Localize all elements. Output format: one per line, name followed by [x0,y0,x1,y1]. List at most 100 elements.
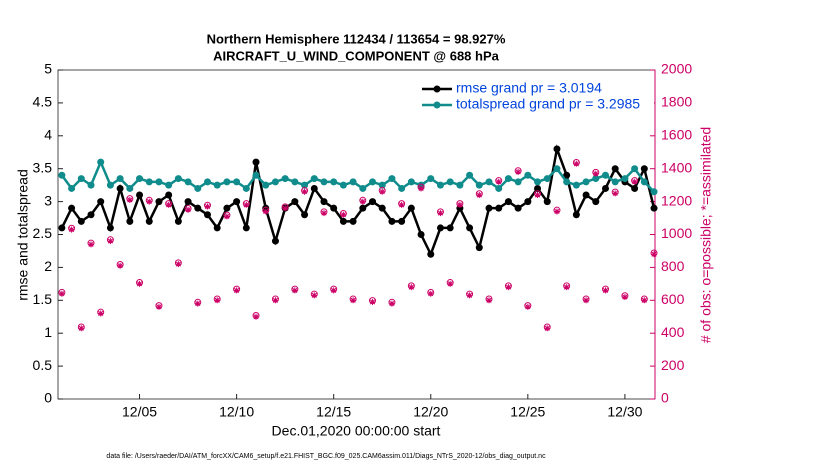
obs-assimilated [155,303,162,310]
point [553,165,561,173]
point [310,175,318,183]
y-tick-label: 1.5 [33,291,53,307]
point [58,224,66,232]
point [87,211,95,219]
point [378,204,386,212]
obs-assimilated [253,313,260,320]
point [194,184,202,192]
y2-tick-label: 200 [661,357,685,373]
legend-box [418,78,654,116]
obs-assimilated [223,213,230,220]
y2-tick-label: 1600 [661,127,692,143]
obs-assimilated [524,303,531,310]
point [203,178,211,186]
point [495,204,503,212]
chart-title: Northern Hemisphere 112434 / 113654 = 98… [207,31,506,46]
point [631,184,639,192]
point [223,204,231,212]
point [126,184,134,192]
y-tick-label: 3 [44,192,52,208]
point [572,181,580,189]
obs-assimilated [194,300,201,307]
point [485,204,493,212]
obs-assimilated [291,287,298,294]
y-tick-label: 2.5 [33,225,53,241]
point [145,178,153,186]
point [174,175,182,183]
x-tick-label: 12/10 [219,404,254,420]
obs-assimilated [340,211,347,218]
obs-assimilated [573,160,580,167]
point [97,198,105,206]
point [359,184,367,192]
point [233,178,241,186]
obs-assimilated [583,297,590,304]
obs-assimilated [398,201,405,208]
point [524,198,532,206]
point [563,171,571,179]
x-tick-label: 12/25 [510,404,545,420]
y2-tick-label: 1800 [661,94,692,110]
point [640,178,648,186]
obs-assimilated [272,297,279,304]
obs-assimilated [78,325,85,332]
point [262,181,270,189]
point [592,175,600,183]
x-tick-label: 12/15 [316,404,351,420]
obs-assimilated [515,168,522,175]
point [456,181,464,189]
point [301,181,309,189]
obs-assimilated [359,198,366,205]
point [466,224,474,232]
point [68,204,76,212]
point [68,184,76,192]
obs-assimilated [88,241,95,248]
obs-assimilated [621,294,628,301]
footnote: data file: /Users/raeder/DAI/ATM_forcXX/… [106,453,546,460]
plot-frame [57,69,656,400]
obs-assimilated [117,262,124,269]
obs-assimilated [369,298,376,305]
obs-assimilated [379,188,386,195]
point [553,145,561,153]
point [116,175,124,183]
obs-assimilated [388,300,395,307]
obs-assimilated [350,297,357,304]
obs-assimilated [447,280,454,287]
obs-assimilated [476,192,483,199]
obs-assimilated [505,284,512,291]
obs-assimilated [136,280,143,287]
point [359,204,367,212]
x-tick-label: 12/05 [122,404,157,420]
y-tick-label: 3.5 [33,159,53,175]
point [310,184,318,192]
point [534,184,542,192]
point [466,171,474,179]
point [97,158,105,166]
point [582,191,590,199]
point [320,178,328,186]
point [145,217,153,225]
point [77,175,85,183]
obs-assimilated [262,208,269,215]
point [116,184,124,192]
obs-assimilated [126,196,133,203]
y2-tick-label: 600 [661,291,685,307]
point [233,198,241,206]
point [252,171,260,179]
point [601,171,609,179]
obs-assimilated [68,226,75,233]
obs-assimilated [651,251,658,258]
y2-tick-label: 0 [661,390,669,406]
obs-assimilated [97,310,104,317]
point [77,217,85,225]
obs-assimilated [641,297,648,304]
point [223,178,231,186]
point [58,171,66,179]
point [126,217,134,225]
point [436,224,444,232]
point [427,175,435,183]
legend-marker [433,85,441,93]
point [301,211,309,219]
point [291,198,299,206]
